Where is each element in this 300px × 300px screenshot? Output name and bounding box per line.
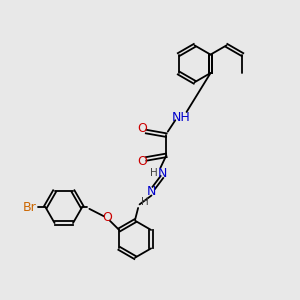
Text: N: N bbox=[158, 167, 167, 180]
Text: N: N bbox=[147, 185, 156, 198]
Text: O: O bbox=[138, 155, 148, 168]
Text: NH: NH bbox=[172, 111, 190, 124]
Text: H: H bbox=[150, 168, 158, 178]
Text: O: O bbox=[138, 122, 148, 135]
Text: H: H bbox=[141, 197, 148, 207]
Text: O: O bbox=[102, 211, 112, 224]
Text: Br: Br bbox=[23, 201, 37, 214]
